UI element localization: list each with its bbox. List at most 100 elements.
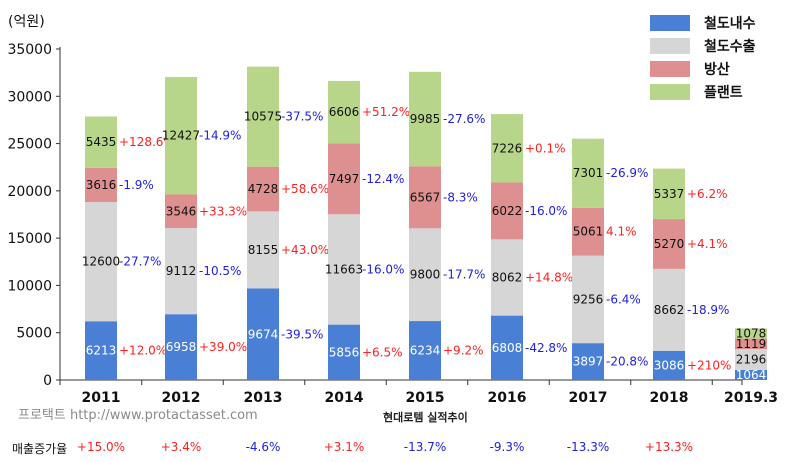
y-tick-label: 30000 — [7, 89, 52, 105]
change-label: +51.2% — [362, 105, 410, 119]
change-label: -39.5% — [281, 327, 323, 341]
bar-segment — [85, 116, 117, 168]
bar-segment — [328, 214, 360, 325]
data-label: 1119 — [736, 337, 767, 351]
data-label: 7226 — [492, 141, 523, 155]
change-label: +33.3% — [199, 204, 247, 218]
bar-segment — [85, 167, 117, 203]
change-label: -17.7% — [443, 268, 485, 282]
revenue-growth-value: -13.3% — [566, 440, 610, 454]
data-label: 6234 — [410, 344, 441, 358]
x-tick-label: 2013 — [244, 390, 283, 406]
data-label: 11663 — [325, 262, 363, 276]
bar-segment — [409, 166, 441, 229]
bar-segment — [85, 202, 117, 322]
data-label: 6213 — [86, 344, 117, 358]
y-axis: 0 5000 10000 15000 20000 25000 30000 35000 — [7, 42, 61, 389]
data-label: 3897 — [573, 355, 604, 369]
data-label: 9112 — [166, 264, 197, 278]
legend-label: 철도내수 — [704, 16, 756, 32]
x-tick-label: 2015 — [406, 390, 445, 406]
data-label: 9256 — [573, 292, 604, 306]
data-label: 12427 — [162, 129, 200, 143]
y-tick-label: 25000 — [7, 137, 52, 153]
change-label: -8.3% — [443, 190, 478, 204]
change-label: +6.2% — [687, 187, 728, 201]
data-label: 9985 — [410, 112, 441, 126]
bar-segment — [653, 350, 685, 380]
legend-swatch — [650, 84, 690, 100]
change-label: -1.9% — [119, 178, 154, 192]
bar-segment — [409, 228, 441, 322]
revenue-growth-value: +13.3% — [644, 440, 694, 454]
x-tick-label: 2014 — [325, 390, 364, 406]
legend-label: 철도수출 — [704, 38, 756, 55]
change-label: -10.5% — [199, 264, 241, 278]
bar-segment — [735, 349, 767, 370]
change-label: -37.5% — [281, 110, 323, 124]
change-label: -12.4% — [362, 172, 404, 186]
data-label: 5856 — [329, 345, 360, 359]
legend-label: 방산 — [704, 61, 730, 78]
bar-segment — [247, 288, 279, 380]
bar-segment — [165, 76, 197, 195]
data-label: 5061 — [573, 225, 604, 239]
source-credit: 프로택트 http://www.protactasset.com — [18, 408, 258, 423]
bar-segment — [328, 80, 360, 144]
revenue-growth-value: +15.0% — [76, 440, 126, 454]
x-tick-label: 2011 — [82, 390, 121, 406]
stacked-bar-chart: (억원) 0 5000 10000 15000 20000 25000 30000 35000… — [7, 14, 778, 406]
change-label: -18.9% — [687, 303, 729, 317]
y-tick-label: 20000 — [7, 184, 52, 200]
data-label: 5435 — [86, 135, 117, 149]
change-label: -16.0% — [525, 204, 567, 218]
legend-swatch — [650, 38, 690, 54]
change-label: -14.9% — [199, 129, 241, 143]
data-label: 6606 — [329, 105, 360, 119]
change-label: +9.2% — [443, 344, 484, 358]
change-label: 4.1% — [606, 225, 637, 239]
change-label: +4.1% — [687, 237, 728, 251]
chart-caption: 현대로템 실적추이 — [383, 411, 468, 424]
revenue-growth-value: -13.7% — [403, 440, 447, 454]
data-label: 2196 — [736, 353, 767, 367]
data-label: 7497 — [329, 172, 360, 186]
y-tick-label: 0 — [43, 373, 52, 389]
bar-segment — [735, 369, 767, 380]
data-label: 1064 — [736, 368, 767, 382]
change-label: +58.6% — [281, 182, 329, 196]
bar-segment — [491, 182, 523, 240]
bar-segment — [735, 338, 767, 350]
bar-segment — [572, 343, 604, 380]
bar-segment — [653, 219, 685, 269]
data-label: 4728 — [248, 182, 279, 196]
bar-segment — [409, 71, 441, 167]
bar-segment — [165, 194, 197, 229]
legend-swatch — [650, 61, 690, 77]
x-tick-label: 2019.3 — [724, 390, 778, 406]
bar-segment — [328, 143, 360, 215]
data-label: 9800 — [410, 268, 441, 282]
data-label: 5270 — [654, 237, 685, 251]
x-tick-label: 2012 — [162, 390, 201, 406]
y-tick-label: 10000 — [7, 278, 52, 294]
data-label: 10575 — [244, 110, 282, 124]
change-label: +43.0% — [281, 243, 329, 257]
bars: 6213 +12.0% 12600-27.7% 3616 -1.9% 5435 +128.6… — [82, 66, 767, 382]
data-label: 7301 — [573, 166, 604, 180]
change-label: +6.5% — [362, 345, 403, 359]
data-label: 1078 — [736, 326, 767, 340]
bar-segment — [491, 239, 523, 316]
data-label: 8662 — [654, 303, 685, 317]
legend-label: 플랜트 — [704, 84, 743, 101]
change-label: -26.9% — [606, 166, 648, 180]
change-label: -27.7% — [119, 255, 161, 269]
change-label: -6.4% — [606, 292, 641, 306]
data-label: 6567 — [410, 190, 441, 204]
bar-segment — [572, 207, 604, 256]
y-tick-label: 5000 — [16, 326, 52, 342]
bar-segment — [572, 138, 604, 208]
x-axis: 2011 2012 2013 2014 2015 2016 2017 2018 2019.3 — [59, 379, 778, 406]
bar-segment — [572, 255, 604, 344]
data-label: 9674 — [248, 327, 279, 341]
